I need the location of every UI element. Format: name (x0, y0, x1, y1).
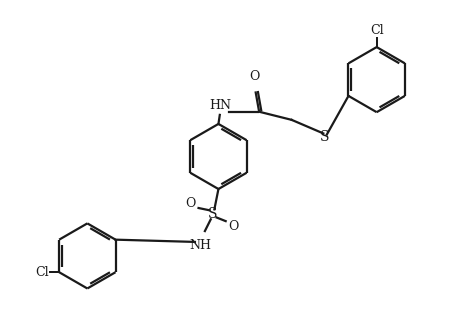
Text: Cl: Cl (369, 24, 382, 37)
Text: NH: NH (189, 239, 211, 252)
Text: O: O (228, 220, 238, 233)
Text: S: S (319, 130, 328, 144)
Text: HN: HN (209, 99, 231, 112)
Text: O: O (185, 197, 195, 210)
Text: O: O (249, 70, 259, 83)
Text: Cl: Cl (36, 266, 49, 279)
Text: S: S (208, 207, 217, 221)
